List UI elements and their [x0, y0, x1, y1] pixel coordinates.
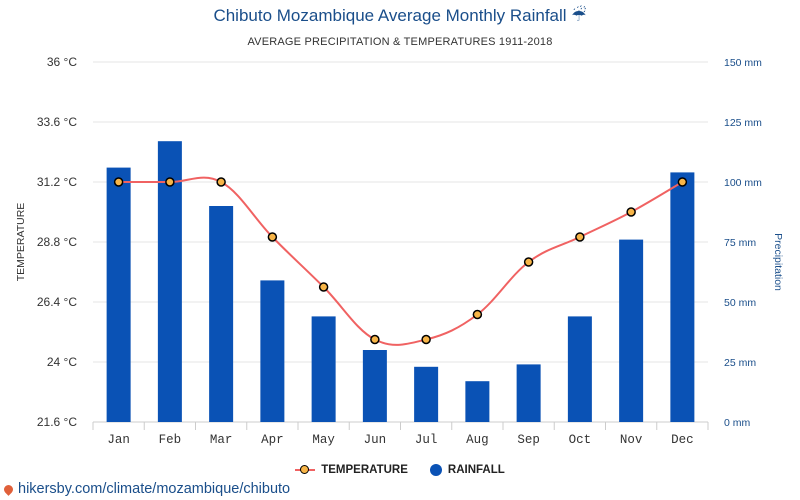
temperature-point-jul [421, 334, 431, 345]
y-left-tick-label: 24 °C [47, 355, 77, 369]
legend-item-temperature[interactable]: TEMPERATURE [295, 464, 408, 476]
y-right-tick-label: 0 mm [724, 417, 751, 429]
temperature-point-sep [523, 257, 534, 267]
temperature-point-dec [677, 177, 688, 187]
source-link[interactable]: hikersby.com/climate/mozambique/chibuto [2, 481, 291, 497]
x-tick-label: Mar [210, 433, 233, 447]
source-link-text: hikersby.com/climate/mozambique/chibuto [18, 481, 291, 497]
x-tick-label: Aug [466, 433, 489, 447]
y-left-tick-label: 26.4 °C [37, 295, 77, 309]
x-tick-label: Oct [569, 433, 592, 447]
rainfall-bar-jun [362, 350, 387, 422]
temperature-point-oct [575, 232, 585, 242]
x-tick-label: Dec [671, 433, 694, 447]
x-tick-label: Feb [159, 433, 182, 447]
y-right-tick-label: 150 mm [724, 57, 762, 69]
y-right-tick-label: 50 mm [724, 297, 756, 309]
x-tick-label: Sep [517, 433, 540, 447]
legend: TEMPERATURE RAINFALL [0, 464, 800, 476]
y-left-axis-label: TEMPERATURE [15, 203, 27, 282]
temperature-point-mar [216, 177, 226, 187]
x-tick-label: Jul [415, 433, 438, 447]
y-right-tick-label: 100 mm [724, 177, 762, 189]
legend-label-rainfall: RAINFALL [447, 464, 505, 476]
rainfall-bar-jul [414, 366, 439, 422]
y-right-tick-label: 25 mm [724, 357, 756, 369]
y-right-tick-label: 125 mm [724, 117, 762, 129]
temperature-line [118, 176, 683, 346]
legend-label-temperature: TEMPERATURE [321, 464, 408, 476]
rainfall-bar-jan [106, 167, 131, 422]
rainfall-bar-feb [157, 141, 182, 422]
rainfall-dot-icon [429, 464, 442, 476]
x-tick-label: Jun [364, 433, 387, 447]
x-tick-label: May [312, 433, 335, 447]
temperature-point-feb [165, 177, 175, 187]
temperature-point-jan [113, 177, 124, 187]
rainfall-bar-mar [209, 206, 234, 422]
y-left-tick-label: 36 °C [47, 55, 77, 69]
x-tick-label: Jan [107, 433, 130, 447]
x-tick-label: Apr [261, 433, 284, 447]
temperature-point-may [318, 282, 329, 292]
rainfall-bar-oct [567, 316, 592, 422]
temperature-line-marker-icon [295, 465, 316, 475]
legend-item-rainfall[interactable]: RAINFALL [429, 464, 505, 476]
rainfall-bar-sep [516, 364, 541, 422]
y-left-tick-label: 21.6 °C [37, 415, 77, 429]
y-left-tick-label: 28.8 °C [37, 235, 77, 249]
temperature-point-jun [370, 334, 380, 345]
rainfall-bar-nov [619, 239, 644, 422]
rainfall-bar-dec [670, 172, 695, 422]
y-right-axis-label: Precipitation [772, 233, 784, 291]
chart-subtitle: AVERAGE PRECIPITATION & TEMPERATURES 191… [247, 36, 553, 48]
rainfall-bar-aug [465, 381, 490, 422]
y-left-tick-label: 31.2 °C [37, 175, 77, 189]
rainfall-bar-may [311, 316, 336, 422]
umbrella-rain-icon: ☔ [571, 6, 587, 25]
chart-title-text: Chibuto Mozambique Average Monthly Rainf… [213, 6, 567, 25]
temperature-point-nov [626, 207, 636, 217]
x-tick-label: Nov [620, 433, 643, 447]
rainfall-bar-apr [260, 280, 285, 422]
temperature-point-aug [472, 309, 483, 320]
y-right-tick-label: 75 mm [724, 237, 756, 249]
temperature-point-apr [267, 232, 278, 242]
map-pin-icon [2, 482, 15, 496]
y-left-tick-label: 33.6 °C [37, 115, 77, 129]
chart-title: Chibuto Mozambique Average Monthly Rainf… [0, 6, 800, 26]
